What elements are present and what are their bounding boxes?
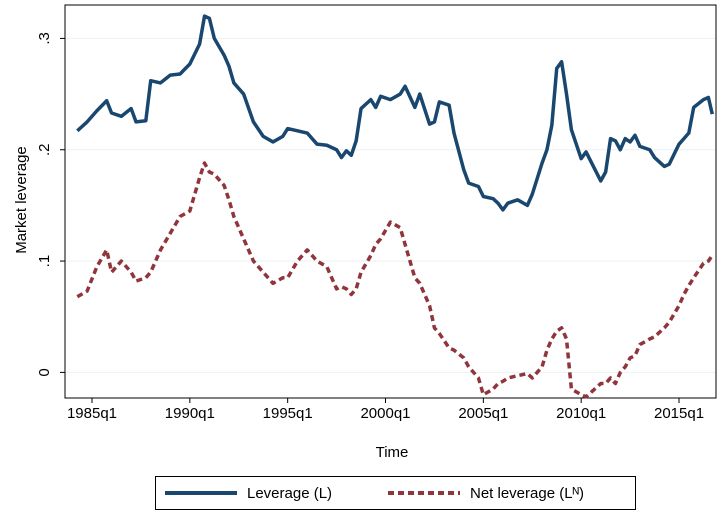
x-tick-label: 2000q1 (360, 405, 410, 422)
x-tick-label: 2010q1 (556, 405, 606, 422)
y-axis-label: Market leverage (13, 146, 30, 254)
x-axis-label: Time (376, 444, 409, 461)
y-tick-label: .1 (36, 255, 53, 268)
x-tick-label: 1985q1 (67, 405, 117, 422)
x-tick-label: 2005q1 (458, 405, 508, 422)
plot-frame (64, 4, 717, 399)
x-tick-label: 1995q1 (263, 405, 313, 422)
x-tick-label: 2015q1 (654, 405, 704, 422)
y-tick-label: .2 (36, 143, 53, 156)
x-tick-label: 1990q1 (165, 405, 215, 422)
y-tick-label: .3 (36, 32, 53, 45)
line-series (76, 14, 714, 212)
y-tick-label: 0 (36, 368, 53, 376)
legend-label: Leverage (L) (247, 485, 332, 502)
legend-label: Net leverage (Lᴺ) (470, 485, 584, 502)
